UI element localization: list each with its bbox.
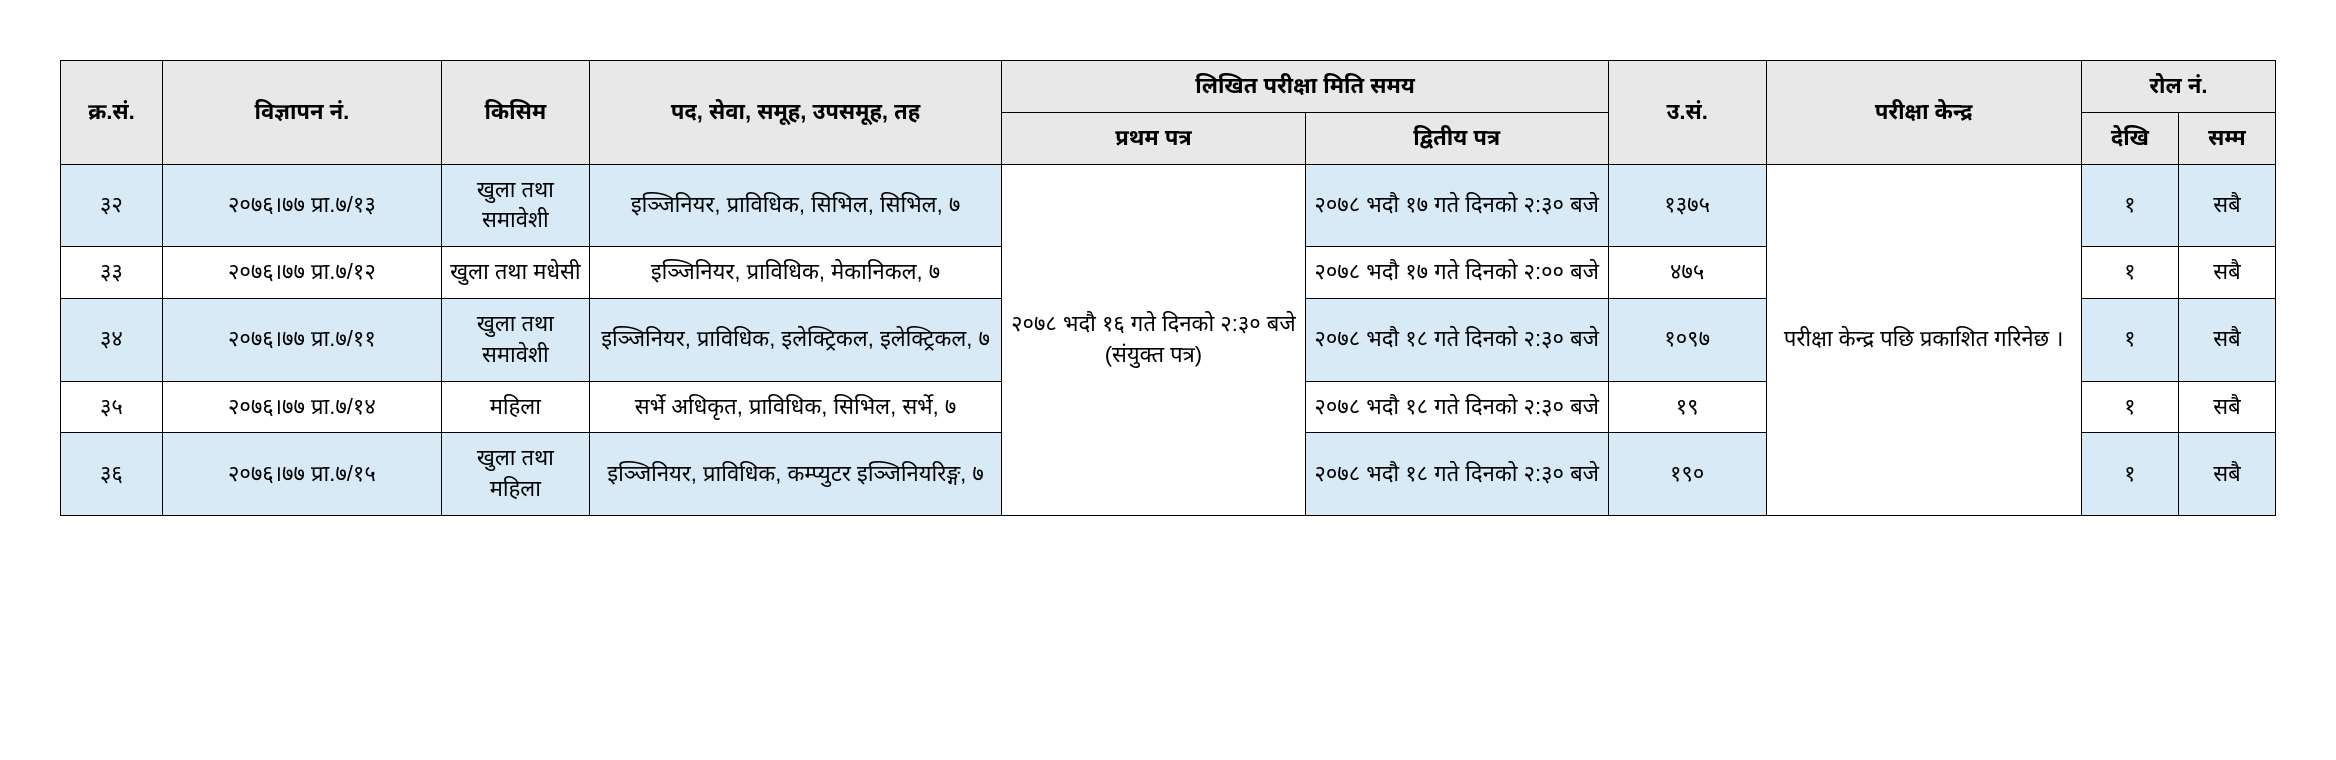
exam-schedule-table: क्र.सं. विज्ञापन नं. किसिम पद, सेवा, समू…: [60, 60, 2276, 516]
header-sn: क्र.सं.: [61, 61, 163, 165]
cell-to: सबै: [2178, 247, 2275, 299]
cell-first-paper: २०७८ भदौ १६ गते दिनको २:३० बजे (संयुक्त …: [1002, 164, 1305, 515]
header-p2: द्वितीय पत्र: [1305, 112, 1608, 164]
cell-usn: ४७५: [1608, 247, 1766, 299]
header-exam: लिखित परीक्षा मिति समय: [1002, 61, 1609, 113]
cell-post: इञ्जिनियर, प्राविधिक, कम्प्युटर इञ्जिनिय…: [589, 433, 1001, 516]
header-type: किसिम: [441, 61, 589, 165]
header-to: सम्म: [2178, 112, 2275, 164]
cell-usn: १९: [1608, 381, 1766, 433]
cell-p2: २०७८ भदौ १७ गते दिनको २:०० बजे: [1305, 247, 1608, 299]
cell-sn: ३३: [61, 247, 163, 299]
header-roll: रोल नं.: [2081, 61, 2275, 113]
cell-post: इञ्जिनियर, प्राविधिक, इलेक्ट्रिकल, इलेक्…: [589, 298, 1001, 381]
cell-adv: २०७६।७७ प्रा.७/१५: [162, 433, 441, 516]
table-row: ३२ २०७६।७७ प्रा.७/१३ खुला तथा समावेशी इञ…: [61, 164, 2276, 247]
table-header: क्र.सं. विज्ञापन नं. किसिम पद, सेवा, समू…: [61, 61, 2276, 165]
table-body: ३२ २०७६।७७ प्रा.७/१३ खुला तथा समावेशी इञ…: [61, 164, 2276, 515]
cell-sn: ३५: [61, 381, 163, 433]
cell-to: सबै: [2178, 298, 2275, 381]
cell-p2: २०७८ भदौ १८ गते दिनको २:३० बजे: [1305, 381, 1608, 433]
cell-adv: २०७६।७७ प्रा.७/१४: [162, 381, 441, 433]
cell-type: महिला: [441, 381, 589, 433]
header-p1: प्रथम पत्र: [1002, 112, 1305, 164]
cell-usn: १९०: [1608, 433, 1766, 516]
cell-p2: २०७८ भदौ १८ गते दिनको २:३० बजे: [1305, 433, 1608, 516]
cell-adv: २०७६।७७ प्रा.७/१३: [162, 164, 441, 247]
cell-sn: ३६: [61, 433, 163, 516]
cell-usn: १३७५: [1608, 164, 1766, 247]
cell-exam-center: परीक्षा केन्द्र पछि प्रकाशित गरिनेछ ।: [1766, 164, 2081, 515]
header-center: परीक्षा केन्द्र: [1766, 61, 2081, 165]
header-usn: उ.सं.: [1608, 61, 1766, 165]
cell-from: १: [2081, 247, 2178, 299]
cell-to: सबै: [2178, 164, 2275, 247]
cell-sn: ३२: [61, 164, 163, 247]
header-adv: विज्ञापन नं.: [162, 61, 441, 165]
cell-type: खुला तथा समावेशी: [441, 298, 589, 381]
cell-from: १: [2081, 298, 2178, 381]
cell-p2: २०७८ भदौ १८ गते दिनको २:३० बजे: [1305, 298, 1608, 381]
cell-from: १: [2081, 433, 2178, 516]
cell-adv: २०७६।७७ प्रा.७/११: [162, 298, 441, 381]
cell-sn: ३४: [61, 298, 163, 381]
cell-usn: १०९७: [1608, 298, 1766, 381]
cell-post: इञ्जिनियर, प्राविधिक, मेकानिकल, ७: [589, 247, 1001, 299]
cell-p2: २०७८ भदौ १७ गते दिनको २:३० बजे: [1305, 164, 1608, 247]
cell-adv: २०७६।७७ प्रा.७/१२: [162, 247, 441, 299]
cell-from: १: [2081, 381, 2178, 433]
cell-post: इञ्जिनियर, प्राविधिक, सिभिल, सिभिल, ७: [589, 164, 1001, 247]
cell-type: खुला तथा मधेसी: [441, 247, 589, 299]
header-from: देखि: [2081, 112, 2178, 164]
cell-post: सर्भे अधिकृत, प्राविधिक, सिभिल, सर्भे, ७: [589, 381, 1001, 433]
header-post: पद, सेवा, समूह, उपसमूह, तह: [589, 61, 1001, 165]
cell-type: खुला तथा समावेशी: [441, 164, 589, 247]
cell-type: खुला तथा महिला: [441, 433, 589, 516]
cell-to: सबै: [2178, 433, 2275, 516]
cell-to: सबै: [2178, 381, 2275, 433]
cell-from: १: [2081, 164, 2178, 247]
